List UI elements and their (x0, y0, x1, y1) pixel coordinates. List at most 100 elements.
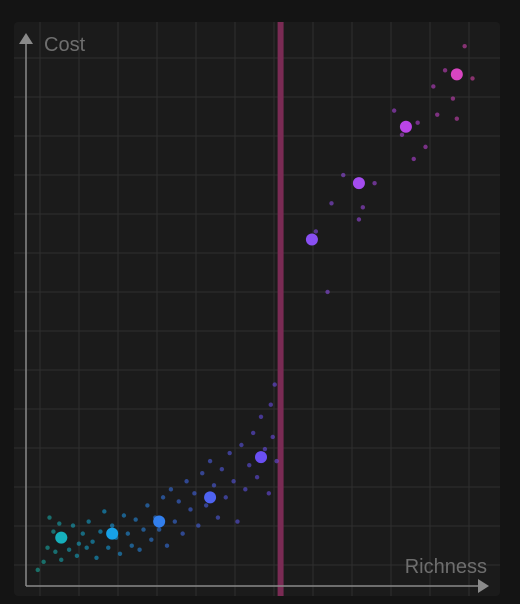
data-point (90, 539, 95, 544)
data-point (360, 205, 366, 210)
data-point (106, 545, 111, 550)
data-point (435, 112, 440, 117)
plot-area (14, 22, 500, 596)
data-point (47, 515, 52, 520)
data-point (180, 531, 185, 536)
background-points (35, 43, 475, 573)
data-point (454, 116, 460, 121)
data-point (121, 513, 127, 518)
data-point (156, 527, 162, 532)
data-point (219, 466, 225, 472)
highlighted-point (106, 527, 119, 540)
highlighted-point (153, 515, 166, 528)
data-point (450, 96, 456, 101)
data-point (149, 537, 154, 542)
highlighted-point (55, 531, 68, 544)
highlighted-point (399, 120, 412, 133)
data-point (313, 229, 319, 234)
data-point (53, 549, 58, 554)
data-point (70, 523, 76, 528)
data-point (235, 519, 240, 524)
data-point (98, 529, 103, 534)
data-point (207, 458, 213, 464)
data-point (41, 559, 46, 565)
data-point (188, 507, 193, 512)
data-point (247, 462, 252, 468)
data-point (399, 132, 405, 137)
data-point (74, 553, 80, 558)
data-point (66, 547, 72, 552)
data-point (86, 519, 91, 524)
data-point (254, 475, 260, 480)
data-point (270, 434, 275, 440)
axes (19, 33, 489, 593)
data-point (272, 382, 277, 387)
data-point (35, 567, 40, 573)
data-point (415, 120, 420, 125)
highlighted-point (204, 491, 217, 504)
threshold-line (277, 22, 284, 596)
data-point (59, 557, 64, 563)
data-point (200, 471, 205, 476)
data-point (470, 76, 475, 81)
data-point (423, 144, 428, 150)
data-point (266, 491, 272, 496)
data-point (94, 555, 99, 560)
data-point (231, 479, 236, 484)
data-point (196, 523, 201, 528)
data-point (262, 446, 268, 452)
data-point (129, 543, 134, 548)
data-point (411, 156, 416, 162)
highlighted-point (352, 177, 365, 190)
data-point (80, 531, 85, 536)
data-point (356, 217, 362, 222)
data-point (462, 43, 467, 49)
data-point (211, 483, 217, 488)
data-point (243, 487, 248, 492)
data-point (117, 551, 123, 556)
data-point (168, 487, 174, 492)
data-point (160, 495, 166, 500)
data-point (184, 479, 189, 484)
data-point (84, 545, 89, 550)
data-point (203, 503, 209, 508)
data-point (145, 503, 150, 508)
data-point (176, 499, 181, 504)
data-point (227, 450, 232, 456)
data-point (141, 527, 146, 532)
highlighted-point (255, 451, 267, 464)
data-point (325, 289, 330, 295)
data-point (341, 172, 346, 178)
data-point (164, 543, 170, 548)
data-point (431, 84, 436, 89)
x-axis-arrow (478, 579, 489, 593)
data-point (239, 442, 244, 448)
highlighted-points (55, 68, 463, 544)
y-axis-arrow (19, 33, 33, 44)
data-point (223, 495, 228, 500)
data-point (215, 515, 221, 520)
y-axis-label: Cost (44, 34, 86, 56)
data-point (57, 521, 62, 526)
data-point (372, 180, 377, 186)
data-point (268, 402, 273, 407)
data-point (442, 68, 448, 73)
highlighted-point (450, 68, 463, 81)
data-point (274, 458, 279, 464)
data-point (258, 414, 264, 419)
data-point (45, 545, 50, 550)
data-point (51, 529, 56, 534)
data-point (172, 519, 178, 524)
data-point (133, 517, 138, 522)
data-point (391, 108, 397, 113)
data-point (250, 430, 256, 436)
data-point (329, 201, 334, 206)
data-point (109, 523, 115, 528)
data-point (192, 491, 197, 496)
grid (14, 22, 500, 596)
data-point (137, 547, 142, 552)
x-axis-label: Richness (405, 556, 487, 578)
highlighted-point (305, 233, 318, 246)
data-point (125, 531, 131, 536)
